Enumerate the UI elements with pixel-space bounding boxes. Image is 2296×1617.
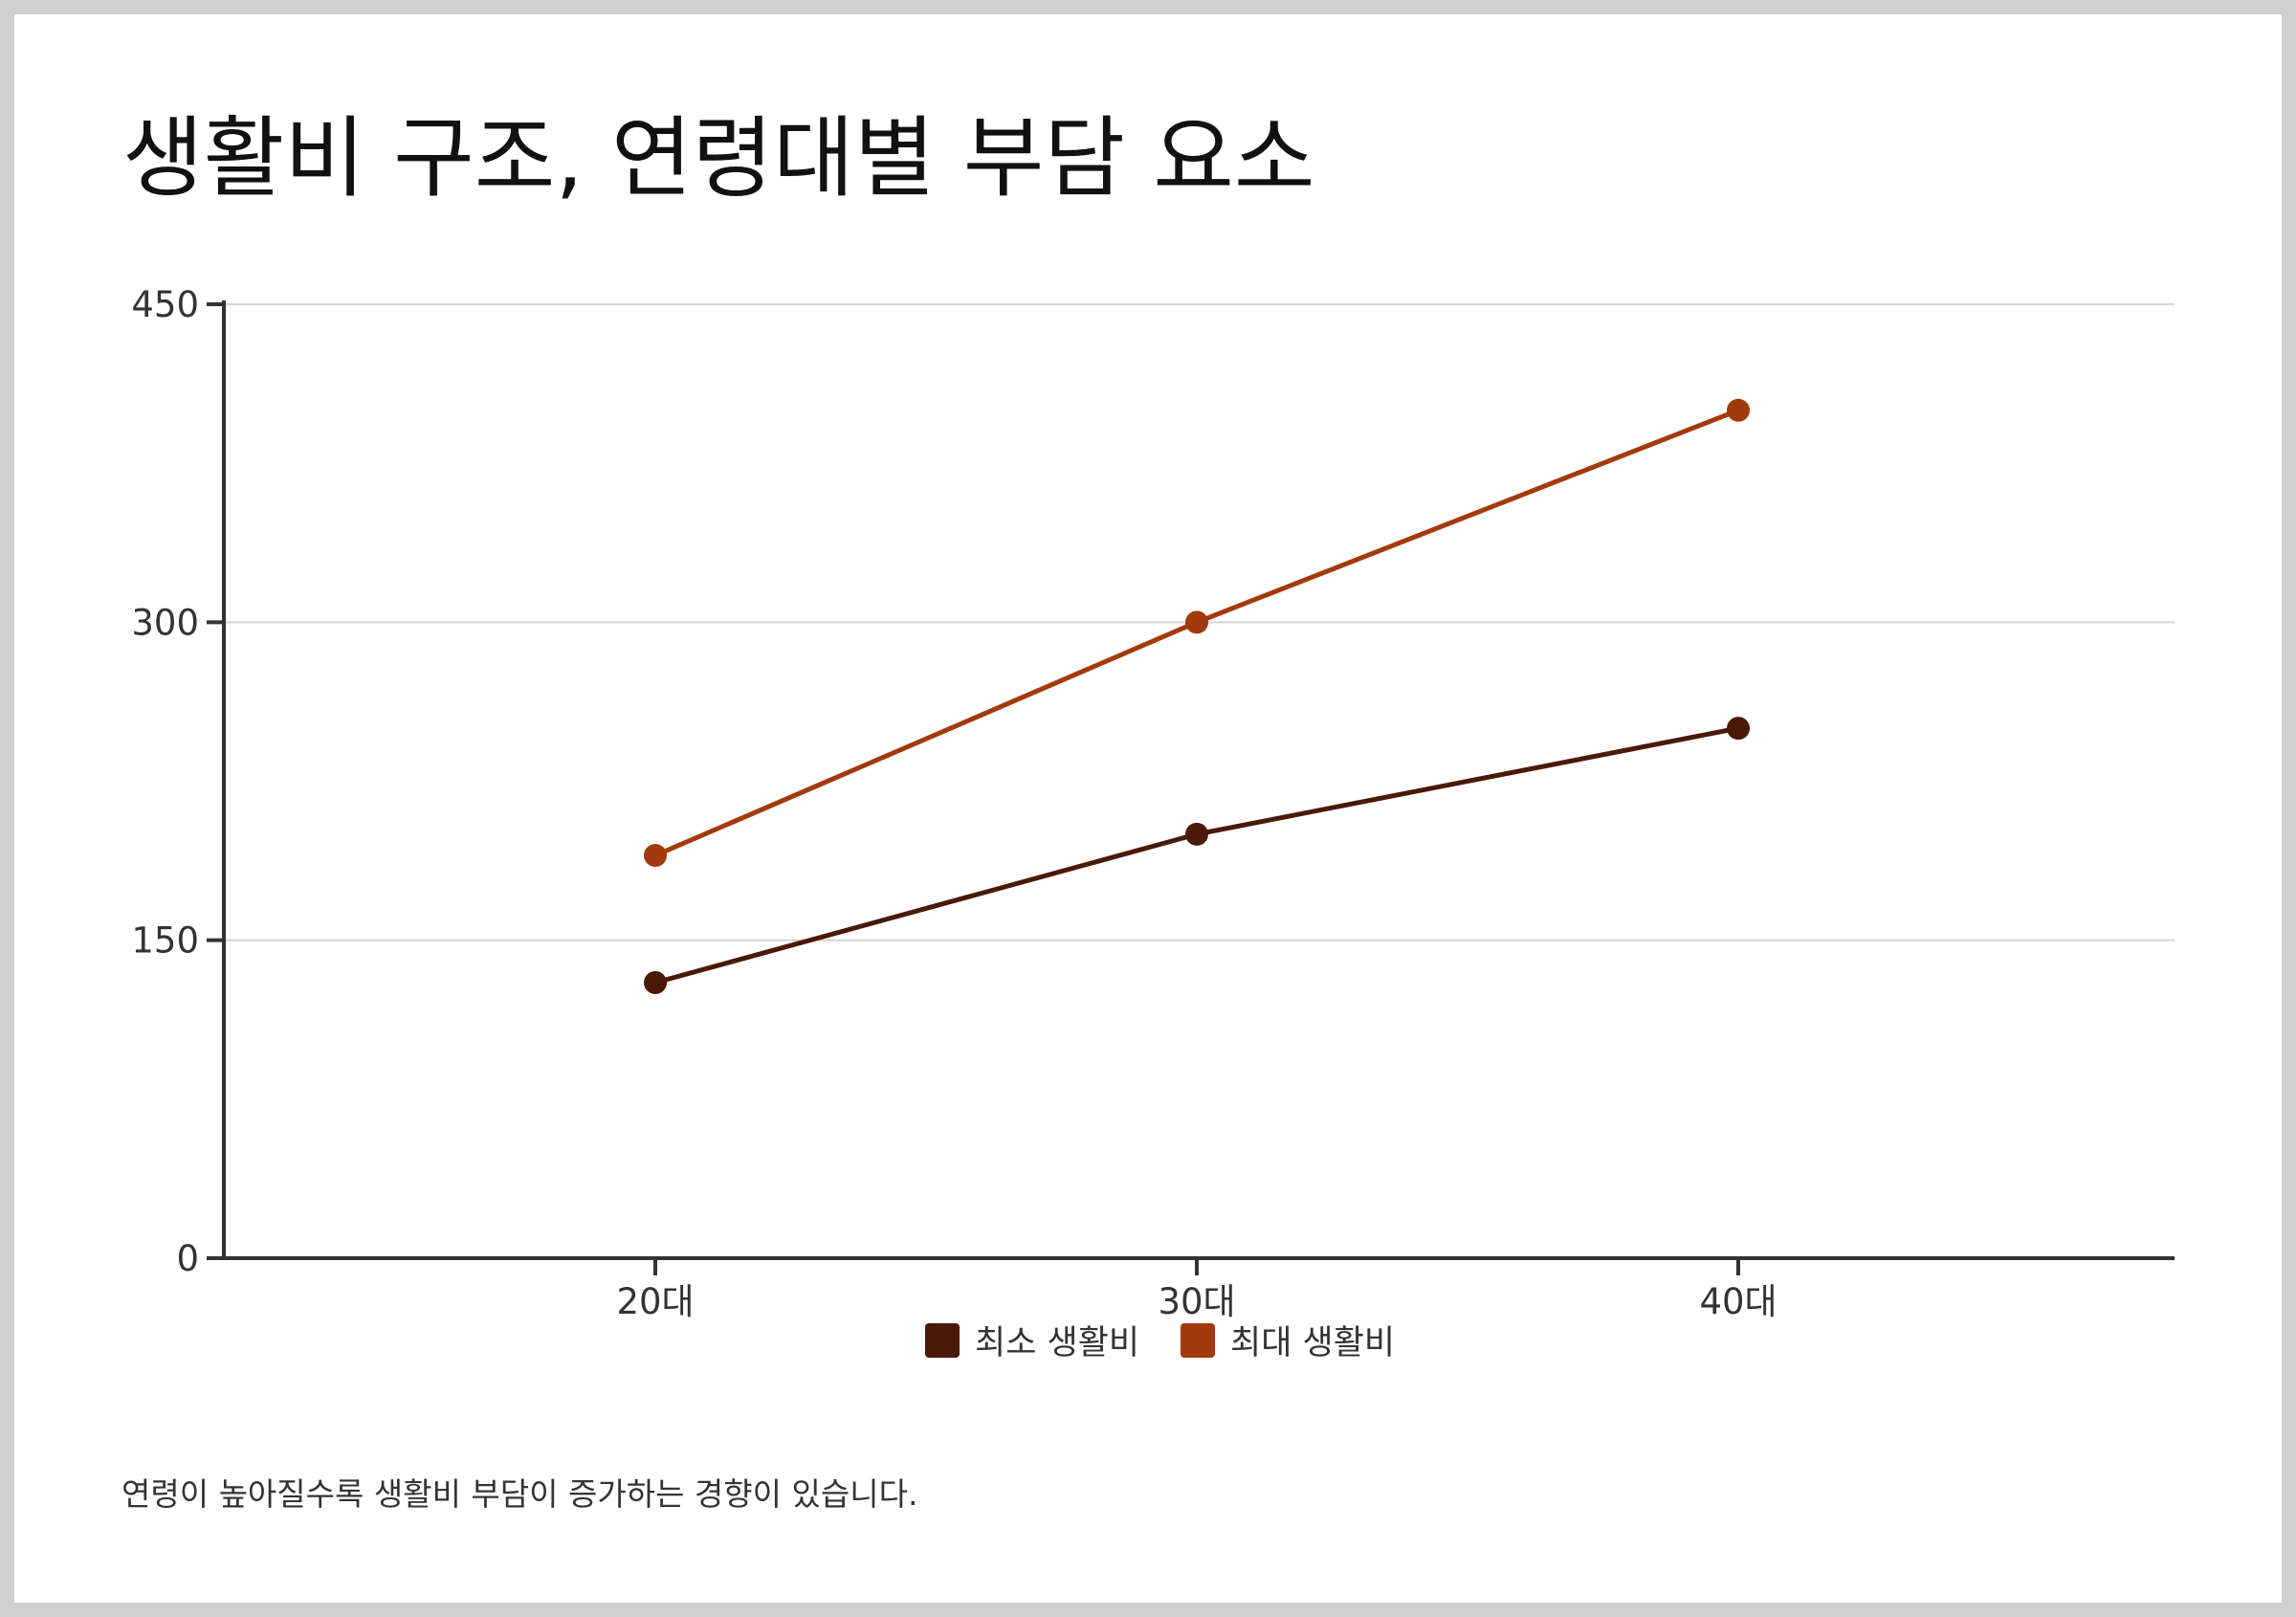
chart-card: 생활비 구조, 연령대별 부담 요소 0 150 300 450 20대 30대 40대 … xyxy=(14,14,2282,1603)
chart-title: 생활비 구조, 연령대별 부담 요소 xyxy=(122,107,1315,210)
line-chart: 0 150 300 450 20대 30대 40대 최소 생활비 최대 생활비 xyxy=(131,284,2175,1362)
y-axis-ticks: 0 150 300 450 xyxy=(131,284,224,1279)
legend: 최소 생활비 최대 생활비 xyxy=(925,1323,1395,1362)
chart-caption: 연령이 높아질수록 생활비 부담이 증가하는 경향이 있습니다. xyxy=(121,1475,918,1513)
y-tick-label: 450 xyxy=(131,284,199,325)
y-tick-label: 0 xyxy=(176,1238,199,1279)
legend-label: 최대 생활비 xyxy=(1230,1324,1395,1362)
legend-swatch xyxy=(925,1323,960,1358)
data-point xyxy=(644,844,667,868)
series-group xyxy=(644,398,1750,994)
legend-swatch xyxy=(1181,1323,1215,1358)
legend-label: 최소 생활비 xyxy=(975,1324,1139,1362)
data-point xyxy=(644,970,667,994)
x-tick-label: 30대 xyxy=(1158,1281,1235,1322)
y-tick-label: 300 xyxy=(131,602,199,643)
data-point xyxy=(1185,610,1208,634)
data-point xyxy=(1727,398,1750,422)
x-axis-ticks: 20대 30대 40대 xyxy=(616,1258,1777,1322)
y-tick-label: 150 xyxy=(131,920,199,962)
data-point xyxy=(1727,717,1750,741)
x-tick-label: 40대 xyxy=(1699,1281,1777,1322)
data-point xyxy=(1185,822,1208,846)
x-tick-label: 20대 xyxy=(616,1281,694,1322)
axes xyxy=(222,300,2175,1260)
series-line-1 xyxy=(654,725,1739,986)
